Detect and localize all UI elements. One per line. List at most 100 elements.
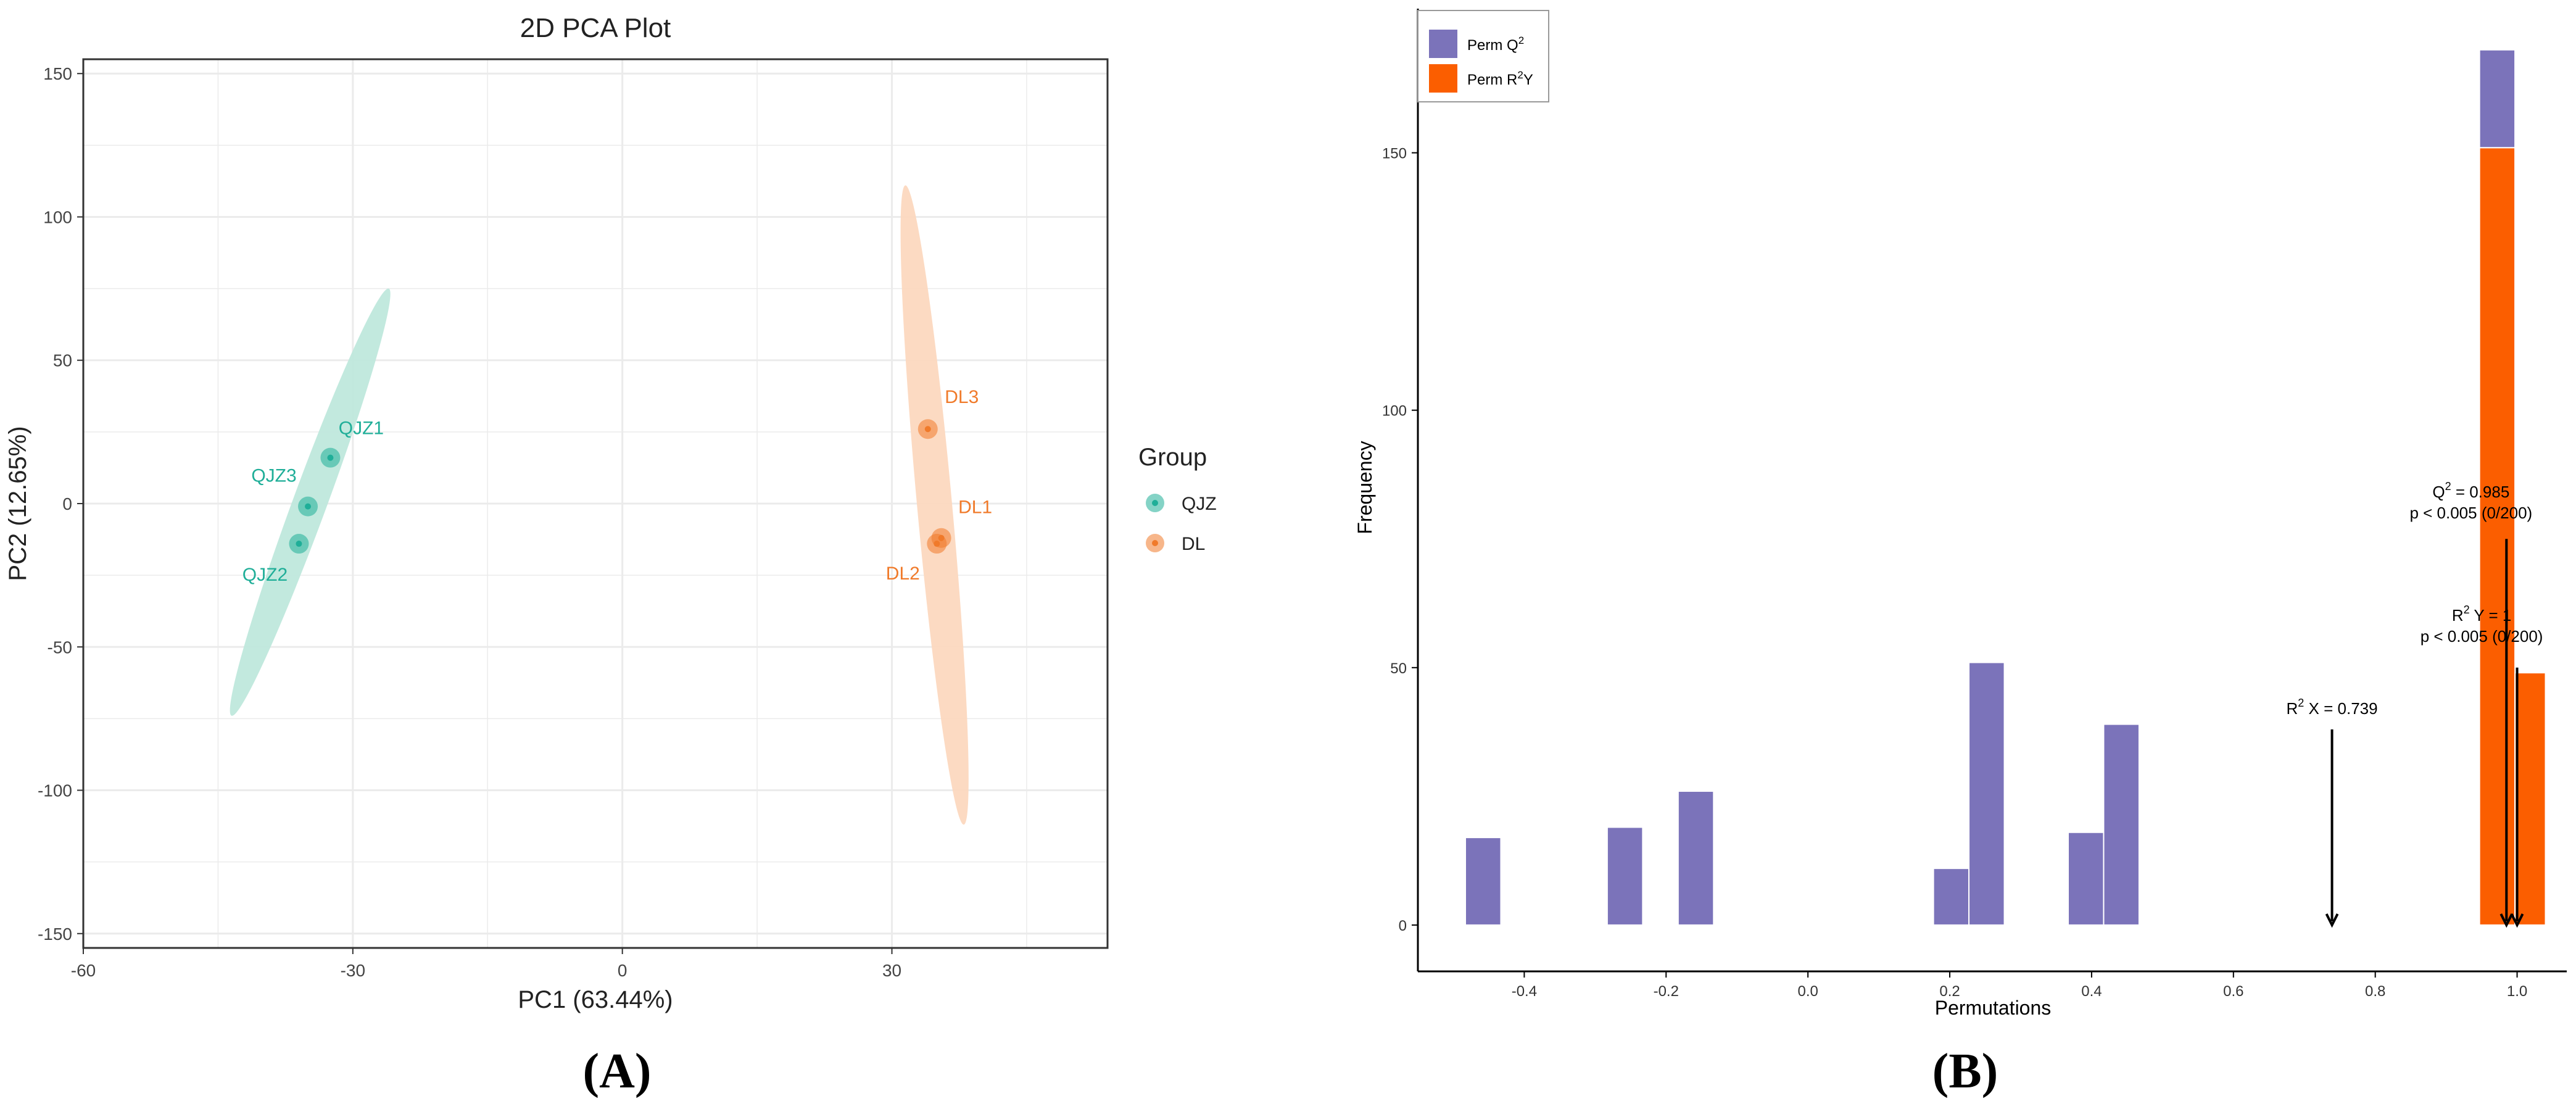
pca-ellipse-dl — [900, 185, 969, 825]
permutation-bars — [1465, 49, 2546, 926]
annotation-symbol: R — [2452, 606, 2464, 625]
pca-title: 2D PCA Plot — [520, 13, 671, 43]
pca-minor-gridlines — [83, 59, 1108, 948]
permutation-x-tick-label: 1.0 — [2507, 983, 2527, 1000]
annotation-value: Y = 1 — [2470, 606, 2512, 625]
perm-q2-bar — [2067, 831, 2105, 926]
pca-legend-entries: QJZ DL — [1146, 494, 1217, 554]
annotation-text: R2 Y = 1 — [2452, 604, 2512, 625]
pca-point-label: DL2 — [886, 563, 920, 584]
permutation-x-tick-label: -0.2 — [1654, 983, 1679, 1000]
pca-point-label: QJZ3 — [251, 466, 296, 486]
annotation-symbol: Q — [2432, 483, 2445, 501]
legend-name: Perm Q — [1467, 37, 1518, 54]
pca-legend-key-dot — [1152, 500, 1158, 506]
legend-name: Perm R — [1467, 72, 1517, 88]
permutation-x-tick-label: 0.2 — [1939, 983, 1960, 1000]
pca-point-label: QJZ2 — [242, 565, 288, 585]
permutation-x-tick-label: 0.4 — [2081, 983, 2102, 1000]
pca-point — [934, 541, 940, 547]
panel-label-b: (B) — [1932, 1044, 1998, 1099]
permutation-y-tick-label: 0 — [1399, 918, 1407, 934]
permutation-y-tick-label: 100 — [1382, 403, 1407, 420]
perm-q2-bar — [2103, 723, 2140, 926]
pca-y-axis-label: PC2 (12.65%) — [4, 426, 31, 581]
pca-y-tick-label: 50 — [53, 351, 72, 370]
perm-q2-bar — [1606, 826, 1644, 926]
pca-major-gridlines — [82, 59, 1108, 948]
pca-point-label: QJZ1 — [339, 418, 384, 439]
annotation-arrow-head — [2510, 913, 2524, 928]
pca-point-labels: QJZ1 QJZ3 QJZ2 DL3 DL1 DL2 — [242, 387, 992, 585]
legend-suffix: Y — [1523, 72, 1533, 88]
pca-point — [924, 426, 931, 433]
annotation-arrow-head — [2325, 913, 2339, 928]
pca-x-tick-label: 0 — [618, 961, 627, 980]
pca-y-ticks: -150 -100 -50 0 50 100 150 — [38, 64, 83, 944]
permutation-y-tick-label: 50 — [1390, 660, 1407, 677]
pca-point — [327, 454, 334, 461]
perm-q2-bar — [1677, 791, 1715, 926]
pca-y-tick-label: 0 — [62, 494, 72, 513]
panel-label-a: (A) — [582, 1044, 651, 1099]
annotation-arrow-head — [2499, 913, 2514, 928]
permutation-y-tick-label: 150 — [1382, 146, 1407, 162]
pca-legend: Group QJZ DL — [1138, 444, 1217, 554]
pca-legend-label: QJZ — [1182, 494, 1217, 514]
annotation-symbol: R — [2287, 699, 2298, 718]
annotation-pvalue: p < 0.005 (0/200) — [2409, 504, 2532, 522]
permutation-chart: -0.4 -0.2 0.0 0.2 0.4 0.6 0.8 1.0 0 50 100 150 Q2 … — [1354, 9, 2567, 1099]
permutation-x-tick-label: 0.8 — [2365, 983, 2385, 1000]
pca-y-tick-label: -100 — [38, 781, 72, 800]
pca-points — [289, 419, 951, 554]
perm-r2y-bar — [2479, 147, 2516, 926]
pca-legend-key-dot — [1152, 540, 1158, 546]
permutation-x-tick-label: 0.0 — [1797, 983, 1818, 1000]
pca-point-label: DL3 — [945, 387, 979, 407]
perm-q2-bar — [1932, 868, 1970, 926]
permutation-x-tick-label: -0.4 — [1512, 983, 1537, 1000]
pca-legend-title: Group — [1138, 444, 1207, 471]
pca-point — [296, 541, 302, 547]
perm-q2-bar — [1968, 662, 2005, 926]
annotation-superscript: 2 — [2298, 697, 2304, 709]
permutation-y-axis-label: Frequency — [1354, 441, 1376, 534]
permutation-legend-label: Perm R2Y — [1467, 69, 1533, 88]
pca-x-tick-label: -60 — [71, 961, 96, 980]
pca-point — [305, 503, 312, 510]
annotation-superscript: 2 — [2464, 604, 2470, 616]
pca-x-tick-label: 30 — [882, 961, 901, 980]
pca-x-ticks: -60 -30 0 30 — [71, 948, 901, 980]
annotation-value: X = 0.739 — [2304, 699, 2377, 718]
pca-y-tick-label: -50 — [48, 638, 72, 657]
legend-key-perm-q2 — [1429, 30, 1457, 58]
pca-ellipses — [230, 185, 969, 825]
perm-q2-bar — [1465, 837, 1502, 926]
permutation-legend-label: Perm Q2 — [1467, 35, 1524, 54]
annotation-text: R2 X = 0.739 — [2287, 697, 2378, 718]
pca-y-tick-label: -150 — [38, 924, 72, 944]
permutation-x-tick-label: 0.6 — [2223, 983, 2243, 1000]
permutation-x-ticks: -0.4 -0.2 0.0 0.2 0.4 0.6 0.8 1.0 — [1512, 971, 2527, 1000]
pca-chart: QJZ1 QJZ3 QJZ2 DL3 DL1 DL2 -60 -30 0 30 -150 -100… — [4, 13, 1217, 1099]
legend-superscript: 2 — [1518, 35, 1524, 46]
perm-q2-bar — [2479, 49, 2516, 149]
permutation-y-ticks: 0 50 100 150 — [1382, 146, 1418, 934]
legend-superscript: 2 — [1517, 69, 1523, 81]
legend-key-perm-r2y — [1429, 64, 1457, 93]
annotation-superscript: 2 — [2445, 480, 2451, 492]
pca-y-tick-label: 100 — [43, 207, 72, 226]
permutation-x-axis-label: Permutations — [1935, 997, 2052, 1019]
pca-y-tick-label: 150 — [43, 64, 72, 83]
pca-legend-label: DL — [1182, 534, 1205, 554]
pca-point-label: DL1 — [958, 497, 992, 518]
pca-x-tick-label: -30 — [341, 961, 365, 980]
pca-x-axis-label: PC1 (63.44%) — [518, 986, 673, 1013]
annotation-text: Q2 = 0.985 — [2432, 480, 2509, 501]
annotation-pvalue: p < 0.005 (0/200) — [2421, 627, 2543, 646]
annotation-value: = 0.985 — [2451, 483, 2510, 501]
